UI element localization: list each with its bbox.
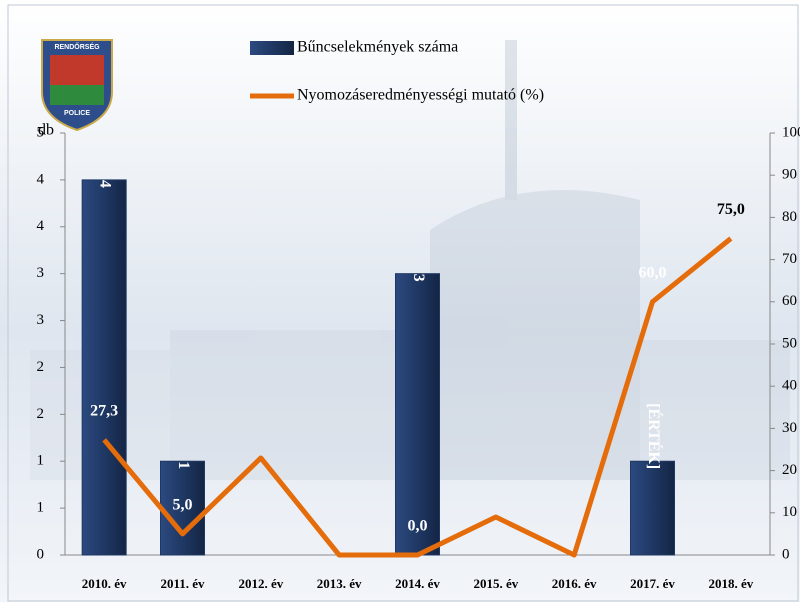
building-backdrop	[30, 40, 790, 480]
y-tick-label: 3	[37, 265, 45, 281]
bar	[630, 460, 675, 556]
y-tick-label: 1	[37, 500, 45, 516]
y2-tick-label: 20	[782, 462, 797, 478]
x-tick-label: 2010. év	[82, 576, 127, 591]
line-value-label: 75,0	[717, 201, 745, 218]
y-tick-label: 5	[37, 124, 45, 140]
x-tick-label: 2018. év	[708, 576, 753, 591]
y-axis-label: db	[38, 122, 54, 139]
bar-value-label: [ÉRTÉK]	[645, 403, 664, 469]
bar	[160, 460, 205, 556]
bar-value-label: 1	[175, 461, 192, 469]
y2-tick-label: 100	[782, 124, 800, 140]
legend-label: Bűncselekmények száma	[297, 39, 458, 56]
x-tick-label: 2014. év	[395, 576, 440, 591]
legend-label: Nyomozáseredményességi mutató (%)	[297, 87, 544, 104]
line-value-label: 60,0	[639, 264, 667, 281]
bar	[395, 273, 440, 556]
x-tick-label: 2011. év	[160, 576, 205, 591]
bar	[81, 179, 127, 556]
y-tick-label: 1	[37, 453, 45, 469]
badge-bottom: POLICE	[64, 110, 90, 117]
line	[102, 236, 733, 558]
y2-tick-label: 50	[782, 335, 797, 351]
x-tick-label: 2015. év	[473, 576, 518, 591]
x-tick-label: 2017. év	[630, 576, 675, 591]
plot: 011223344501020304050607080901002010. év…	[37, 39, 800, 591]
line-value-label: 0,0	[408, 518, 428, 535]
y-tick-label: 4	[37, 171, 45, 187]
badge-top: RENDŐRSÉG	[54, 42, 100, 51]
x-tick-label: 2012. év	[238, 576, 283, 591]
y-tick-label: 0	[37, 546, 45, 562]
y2-tick-label: 80	[782, 209, 797, 225]
y2-tick-label: 70	[782, 251, 797, 267]
y2-tick-label: 90	[782, 167, 797, 183]
y-tick-label: 2	[37, 406, 45, 422]
badge: RENDŐRSÉG POLICE	[41, 39, 113, 132]
y2-tick-label: 0	[782, 546, 790, 562]
line-value-label: 27,3	[90, 402, 118, 419]
bar-value-label: 4	[96, 180, 113, 188]
x-tick-label: 2016. év	[552, 576, 597, 591]
y-tick-label: 4	[37, 218, 45, 234]
y-tick-label: 2	[37, 359, 45, 375]
y2-tick-label: 40	[782, 378, 797, 394]
line-value-label: 5,0	[173, 497, 193, 514]
bar-value-label: 3	[410, 274, 427, 282]
y2-tick-label: 10	[782, 504, 797, 520]
frame	[7, 4, 799, 602]
x-tick-label: 2013. év	[317, 576, 362, 591]
y-tick-label: 3	[37, 312, 45, 328]
y2-tick-label: 30	[782, 420, 797, 436]
y2-tick-label: 60	[782, 293, 797, 309]
legend-swatch	[250, 41, 294, 55]
